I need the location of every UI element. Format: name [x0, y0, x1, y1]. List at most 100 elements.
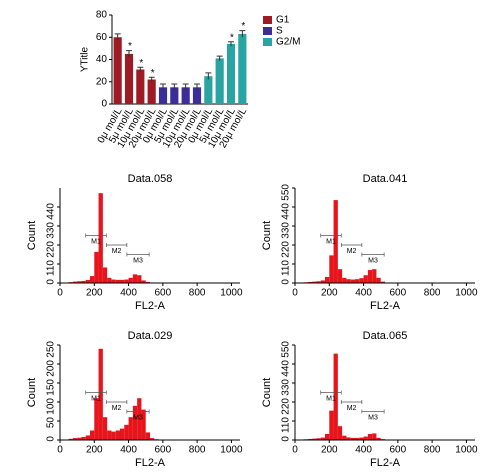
histogram-bar — [307, 281, 313, 283]
y-tick-label: 220 — [46, 241, 57, 258]
gate-label: M1 — [91, 395, 101, 402]
histogram-bar — [107, 430, 112, 440]
histogram-bar — [68, 438, 73, 440]
x-tick-label: 200 — [86, 445, 103, 456]
x-tick-label: 800 — [424, 445, 441, 456]
x-tick-label: 0 — [292, 288, 298, 299]
histogram-bar — [372, 269, 377, 283]
histogram-bar — [124, 279, 129, 283]
y-axis-label: Count — [26, 221, 38, 250]
x-tick-label: 0 — [292, 445, 298, 456]
y-tick-label: 0 — [46, 279, 57, 285]
x-tick-label: 400 — [355, 445, 372, 456]
histogram-bar — [350, 279, 355, 283]
x-axis-label: FL2-A — [370, 457, 401, 469]
gate-label: M2 — [347, 405, 357, 412]
histogram-bar — [355, 437, 360, 440]
x-tick-label: 600 — [155, 288, 172, 299]
error-bar — [205, 72, 212, 80]
histogram-bar — [72, 438, 78, 440]
histogram-bar — [150, 438, 155, 440]
x-tick-label: 200 — [86, 288, 103, 299]
gate-marker — [126, 252, 150, 257]
histogram-bar — [359, 437, 364, 440]
histogram-bar — [120, 279, 125, 283]
gate-marker — [105, 243, 128, 247]
significance-mark: * — [128, 41, 132, 52]
gate-label: M2 — [347, 248, 357, 255]
x-tick-label: 0 — [57, 445, 63, 456]
bar — [192, 87, 202, 104]
x-tick-label: 1000 — [220, 445, 243, 456]
legend-swatch — [263, 27, 272, 35]
histogram-bar — [342, 277, 347, 283]
legend-swatch — [263, 16, 272, 24]
bar — [238, 33, 247, 104]
histogram-bar — [72, 281, 78, 283]
y-tick-label: 330 — [281, 379, 292, 396]
histogram-bar — [363, 275, 368, 283]
histogram-bar — [141, 409, 146, 440]
y-tick-label: 0 — [281, 279, 292, 285]
histogram-bar — [128, 277, 133, 283]
error-bar — [126, 50, 132, 58]
histogram-bar — [111, 431, 116, 440]
histogram-bar — [81, 436, 86, 440]
histogram-bar — [337, 269, 343, 283]
histogram-bar — [102, 417, 108, 440]
y-tick-label: 440 — [281, 360, 292, 377]
gate-label: M2 — [112, 248, 122, 255]
histogram-bar — [137, 398, 142, 440]
bar — [136, 69, 145, 104]
histogram-bar — [90, 430, 95, 440]
bar — [226, 43, 236, 104]
histogram-bar — [325, 433, 330, 440]
y-tick-label: 60 — [96, 32, 108, 43]
x-axis-label: FL2-A — [135, 457, 166, 469]
gate-marker — [361, 252, 385, 257]
histogram-bar — [145, 281, 150, 283]
x-tick-label: 0 — [57, 288, 63, 299]
gate-label: M3 — [133, 257, 143, 264]
histogram-bar — [85, 279, 90, 283]
histogram-bar — [367, 433, 373, 440]
histogram-bar — [346, 279, 351, 283]
error-bar — [216, 55, 223, 61]
y-tick-label: 330 — [281, 222, 292, 239]
histogram-bar — [77, 281, 82, 283]
y-tick-label: 100 — [46, 398, 57, 415]
significance-mark: * — [139, 58, 143, 69]
x-tick-label: 200 — [321, 288, 338, 299]
gate-marker — [85, 233, 107, 238]
y-tick-label: 200 — [46, 360, 57, 377]
histogram-bar — [329, 255, 334, 283]
bar — [113, 37, 122, 104]
histogram-bar — [145, 432, 150, 440]
y-tick-label: 40 — [96, 54, 108, 65]
error-bar — [137, 66, 144, 72]
significance-mark: * — [230, 32, 234, 43]
error-bar — [182, 83, 189, 91]
histogram-bar — [141, 280, 146, 283]
error-bar — [228, 41, 234, 47]
histogram-bar — [376, 277, 381, 283]
histogram-bar — [337, 426, 343, 440]
y-tick-label: 220 — [281, 241, 292, 258]
y-tick-label: 0 — [281, 436, 292, 442]
histogram-bar — [115, 279, 120, 283]
error-bar — [148, 76, 155, 82]
error-bar — [160, 83, 166, 91]
histogram-bar — [355, 279, 360, 283]
chart-title: Data.058 — [128, 173, 173, 185]
y-tick-label: 110 — [46, 260, 57, 276]
histogram-bar — [376, 437, 381, 440]
x-tick-label: 200 — [321, 445, 338, 456]
x-tick-label: 600 — [390, 288, 407, 299]
y-tick-label: 150 — [46, 379, 57, 396]
gate-label: M3 — [133, 414, 143, 421]
histogram-bar — [111, 279, 116, 283]
y-tick-label: 110 — [281, 260, 292, 276]
histogram-bar — [124, 424, 129, 440]
histogram-bar — [98, 348, 103, 440]
histogram-bar — [107, 277, 112, 283]
